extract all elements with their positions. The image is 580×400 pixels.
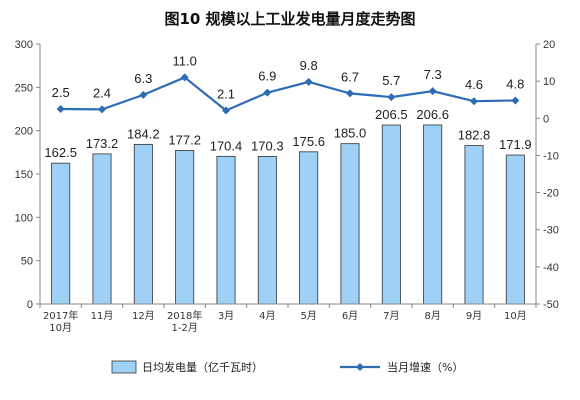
bar-value-label: 173.2 [86, 136, 119, 151]
line-value-label: 4.6 [465, 77, 483, 92]
y-right-tick-label: 0 [543, 113, 549, 125]
bar [423, 124, 443, 305]
legend: 日均发电量（亿千瓦时） 当月增速（%） [111, 360, 463, 374]
y-right-tick-label: -50 [543, 299, 559, 311]
line-value-label: 2.4 [93, 85, 111, 100]
y-left-tick-label: 300 [15, 39, 33, 51]
x-tick-label: 11月 [91, 310, 114, 322]
line-value-label: 4.8 [506, 76, 524, 91]
line-value-label: 5.7 [382, 73, 400, 88]
legend-line-label: 当月增速（%） [387, 360, 463, 374]
line-point [56, 105, 65, 113]
line-point [470, 97, 478, 106]
bar [216, 155, 236, 305]
growth-line [60, 76, 516, 112]
line-value-label: 6.3 [134, 71, 152, 86]
line-point [511, 96, 520, 105]
x-tick-label: 9月 [466, 310, 482, 322]
y-right-tick-label: -20 [543, 188, 559, 200]
chart-title: 图10 规模以上工业发电量月度走势图 [164, 10, 415, 28]
line-value-label: 6.9 [258, 69, 276, 84]
bar-value-label: 171.9 [499, 137, 532, 152]
line-value-label: 2.5 [52, 85, 70, 100]
bar [505, 154, 525, 305]
bar-value-label: 206.5 [375, 107, 408, 122]
x-tick-label: 10月 [504, 310, 527, 322]
bar-value-label: 175.6 [292, 134, 325, 149]
line-point [304, 77, 313, 86]
bar-value-label: 177.2 [168, 132, 201, 147]
line-point [387, 93, 396, 102]
line-point [428, 87, 437, 96]
y-left-tick-label: 50 [21, 256, 33, 268]
y-left-tick-label: 0 [27, 299, 33, 311]
bar-value-label: 170.3 [251, 138, 284, 153]
y-left-tick-label: 200 [15, 126, 33, 138]
legend-bar-swatch [111, 360, 137, 374]
bar [299, 151, 319, 305]
line-value-label: 11.0 [172, 53, 196, 68]
x-tick-label: 5月 [300, 310, 316, 322]
line-point [180, 73, 189, 82]
y-right-tick-label: -40 [543, 262, 559, 274]
x-tick-label: 12月 [132, 310, 155, 322]
legend-line-marker [356, 363, 364, 371]
line-point [263, 88, 272, 97]
line-point [346, 89, 354, 98]
line-value-label: 2.1 [217, 86, 235, 101]
x-tick-label: 3月 [218, 310, 234, 322]
y-right-tick-label: 20 [543, 39, 555, 51]
bar [92, 153, 112, 305]
y-left-tick-label: 100 [15, 212, 33, 224]
y-left-tick-label: 250 [15, 82, 33, 94]
line-value-label: 7.3 [424, 67, 442, 82]
y-left-tick-label: 150 [15, 169, 33, 181]
line-value-label: 6.7 [341, 69, 359, 84]
bar-value-label: 182.8 [458, 128, 491, 143]
bar [464, 145, 484, 305]
bar [175, 150, 195, 305]
bar [381, 124, 401, 305]
bar-value-label: 170.4 [210, 138, 243, 153]
bar-value-label: 206.6 [416, 107, 449, 122]
line-point [222, 106, 230, 115]
bar [51, 162, 71, 305]
bar [133, 143, 153, 305]
y-right-tick-label: -10 [543, 150, 559, 162]
y-right-tick-label: -30 [543, 225, 559, 237]
x-tick-label: 6月 [342, 310, 358, 322]
bar-value-label: 162.5 [44, 145, 77, 160]
legend-bar-label: 日均发电量（亿千瓦时） [142, 360, 263, 374]
x-tick-label: 8月 [424, 310, 440, 322]
line-point [139, 90, 148, 99]
x-tick-label: 2017年 10月 [43, 309, 78, 334]
bar [257, 156, 277, 305]
y-right-tick-label: 10 [543, 76, 555, 88]
x-tick-label: 4月 [259, 310, 275, 322]
bar-value-label: 185.0 [334, 126, 367, 141]
line-value-label: 9.8 [300, 58, 318, 73]
x-tick-label: 7月 [383, 310, 399, 322]
x-tick-label: 2018年 1-2月 [167, 309, 202, 334]
line-point [98, 105, 106, 114]
bar [340, 143, 360, 305]
bar-value-label: 184.2 [127, 126, 160, 141]
